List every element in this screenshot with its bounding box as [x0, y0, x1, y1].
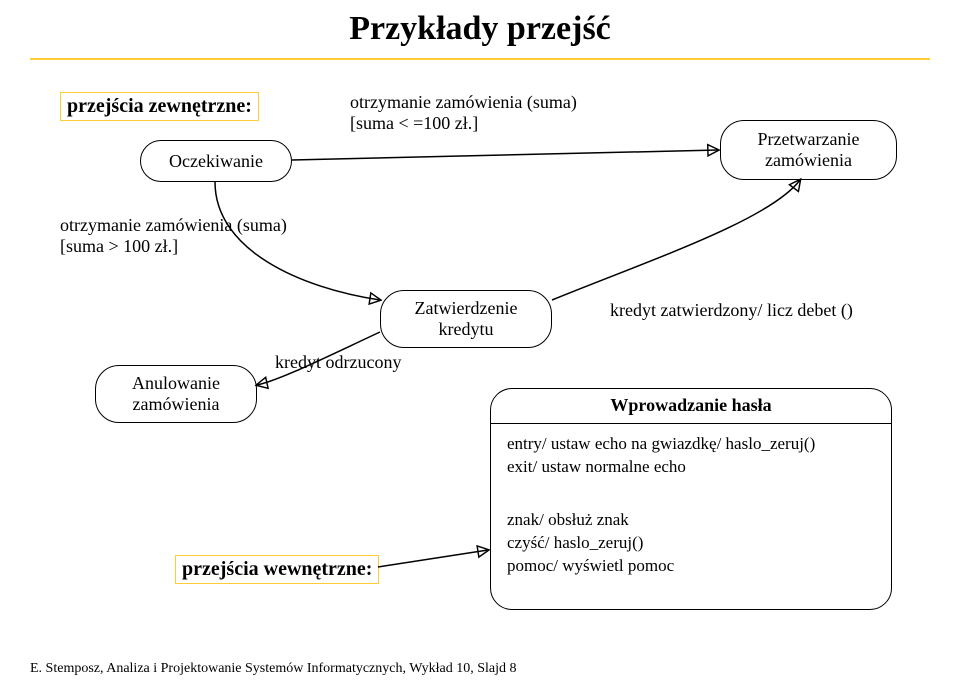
edge-internal-label-to-nested	[378, 550, 488, 567]
state-waiting-label: Oczekiwanie	[169, 151, 263, 172]
transition-credit-rejected: kredyt odrzucony	[275, 352, 401, 373]
state-processing-line1: Przetwarzanie	[758, 129, 860, 150]
title-underline	[30, 58, 930, 60]
state-approval-line2: kredytu	[439, 319, 494, 340]
label-external-transitions: przejścia zewnętrzne:	[60, 92, 259, 121]
edge-approval-to-processing	[552, 180, 800, 300]
transition-event-top: otrzymanie zamówienia (suma) [suma < =10…	[350, 92, 577, 134]
state-waiting: Oczekiwanie	[140, 140, 292, 182]
label-internal-transitions: przejścia wewnętrzne:	[175, 555, 379, 584]
state-password-body1: entry/ ustaw echo na gwiazdkę/ haslo_zer…	[507, 433, 875, 479]
state-password-divider	[491, 423, 891, 424]
state-password-title: Wprowadzanie hasła	[491, 395, 891, 416]
state-password-body2: znak/ obsłuż znak czyść/ haslo_zeruj() p…	[507, 509, 875, 578]
slide: { "title": "Przykłady przejść", "labels"…	[0, 0, 960, 691]
state-password-entry: Wprowadzanie hasła entry/ ustaw echo na …	[490, 388, 892, 610]
page-title: Przykłady przejść	[0, 10, 960, 48]
edge-waiting-to-processing	[292, 150, 718, 160]
transition-event-left: otrzymanie zamówienia (suma) [suma > 100…	[60, 215, 287, 257]
state-cancel-line1: Anulowanie	[132, 373, 220, 394]
state-cancel: Anulowanie zamówienia	[95, 365, 257, 423]
state-processing: Przetwarzanie zamówienia	[720, 120, 897, 180]
state-cancel-line2: zamówienia	[133, 394, 220, 415]
state-approval-line1: Zatwierdzenie	[415, 298, 518, 319]
state-approval: Zatwierdzenie kredytu	[380, 290, 552, 348]
slide-footer: E. Stemposz, Analiza i Projektowanie Sys…	[30, 661, 516, 677]
transition-credit-approved: kredyt zatwierdzony/ licz debet ()	[610, 300, 853, 321]
state-processing-line2: zamówienia	[765, 150, 852, 171]
